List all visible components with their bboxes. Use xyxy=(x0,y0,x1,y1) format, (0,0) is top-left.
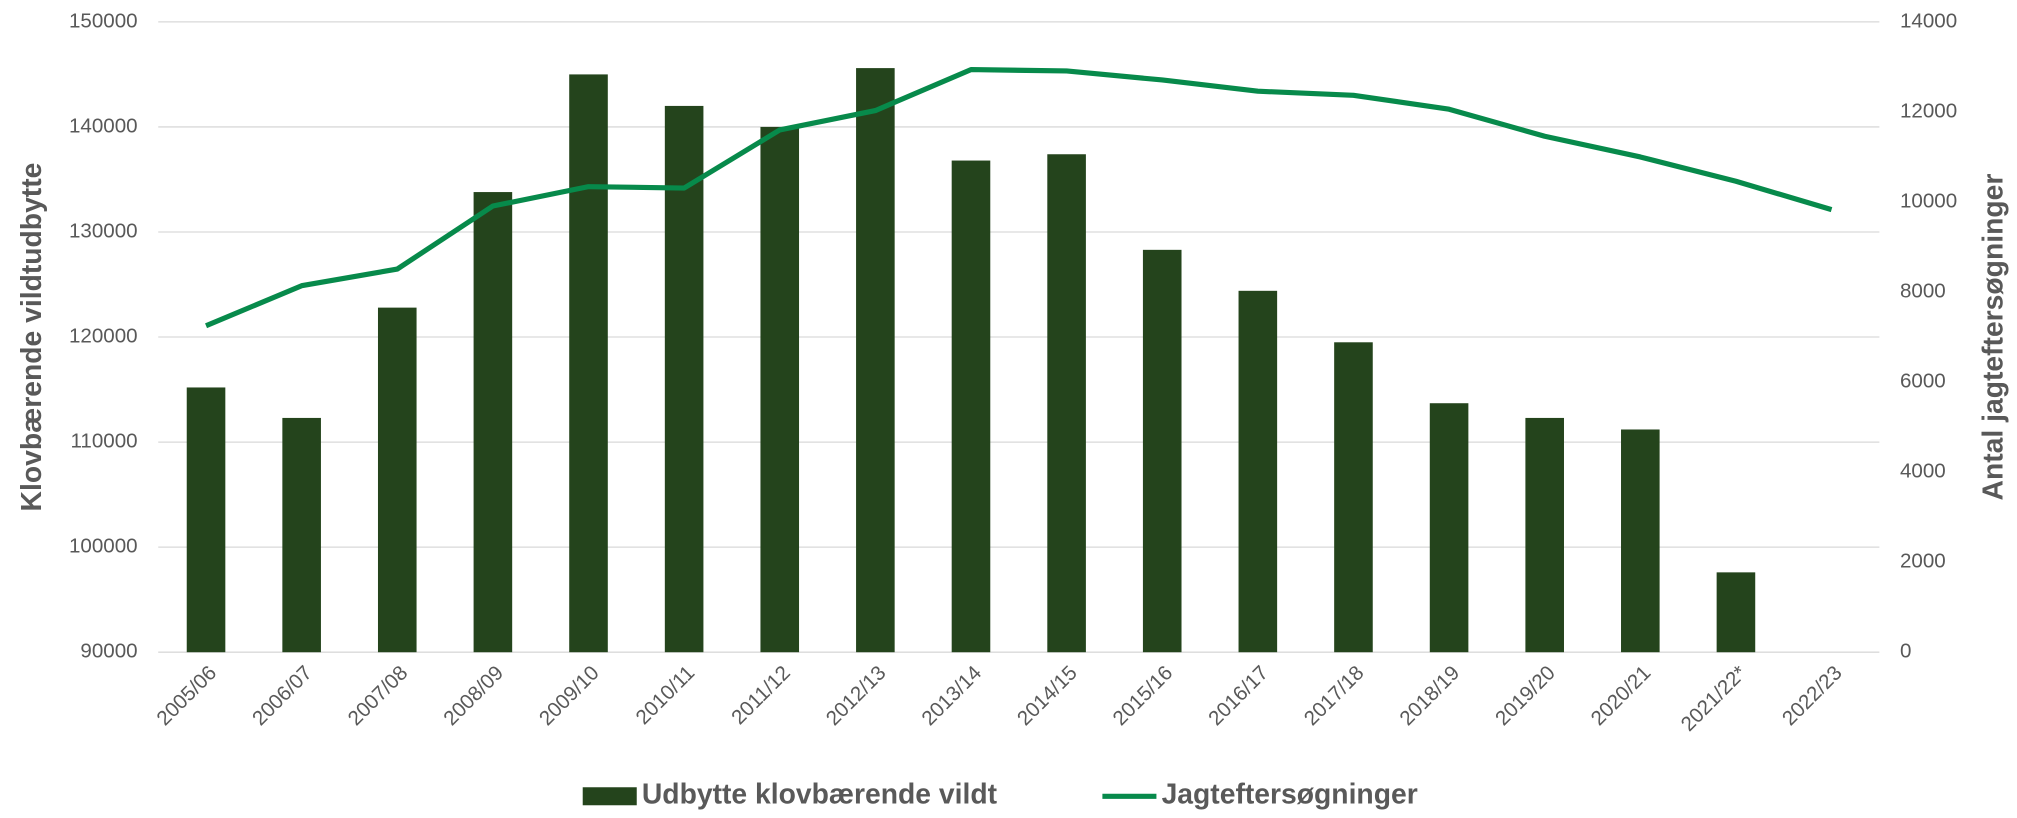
y-tick-label: 120000 xyxy=(69,324,138,347)
x-tick-label: 2019/20 xyxy=(1491,661,1560,730)
x-tick-label: 2012/13 xyxy=(822,661,891,730)
x-tick-label: 2011/12 xyxy=(727,661,795,729)
y-tick-label: 90000 xyxy=(80,640,137,663)
y2-tick-label: 12000 xyxy=(1900,99,1957,122)
y2-tick-label: 8000 xyxy=(1900,279,1946,302)
bar xyxy=(282,417,321,653)
y2-axis-title: Antal jagteftersøgninger xyxy=(1977,174,2009,501)
y-tick-label: 130000 xyxy=(69,219,138,242)
bar xyxy=(473,192,513,653)
x-tick-label: 2020/21 xyxy=(1587,661,1656,730)
y2-tick-label: 2000 xyxy=(1900,550,1946,573)
y-tick-label: 110000 xyxy=(70,430,137,453)
bar xyxy=(1238,290,1278,653)
x-tick-label: 2018/19 xyxy=(1395,661,1464,730)
y2-tick-label: 4000 xyxy=(1900,460,1946,483)
y2-tick-label: 6000 xyxy=(1900,369,1946,392)
x-tick-label: 2009/10 xyxy=(535,661,604,730)
y-tick-label: 100000 xyxy=(69,535,138,558)
bar xyxy=(1621,429,1660,653)
legend-swatch xyxy=(582,787,637,806)
y2-tick-label: 14000 xyxy=(1900,9,1957,32)
line xyxy=(205,67,1833,329)
x-tick-label: 2008/09 xyxy=(439,661,508,730)
bar xyxy=(951,160,991,653)
y-axis-title: Klovbærende vildtudbytte xyxy=(15,163,47,512)
x-tick-label: 2007/08 xyxy=(344,661,413,730)
bar xyxy=(1429,403,1469,653)
y2-tick-label: 0 xyxy=(1900,640,1911,663)
x-tick-label: 2015/16 xyxy=(1108,661,1177,730)
y-tick-label: 150000 xyxy=(69,9,138,32)
bar xyxy=(1047,154,1086,653)
bar xyxy=(377,307,417,653)
x-tick-label: 2005/06 xyxy=(152,661,221,730)
bar xyxy=(1334,342,1373,653)
legend-label: Udbytte klovbærende vildt xyxy=(642,778,998,810)
x-tick-label: 2022/23 xyxy=(1778,661,1847,730)
x-tick-label: 2016/17 xyxy=(1204,661,1273,730)
x-tick-label: 2017/18 xyxy=(1300,661,1369,730)
x-tick-label: 2014/15 xyxy=(1013,661,1082,730)
legend-label: Jagteftersøgninger xyxy=(1162,778,1418,810)
bar xyxy=(1716,572,1756,653)
x-tick-label: 2021/22* xyxy=(1676,661,1751,736)
bar xyxy=(569,74,608,653)
y2-tick-label: 10000 xyxy=(1900,189,1957,212)
x-tick-label: 2010/11 xyxy=(631,661,699,729)
x-tick-label: 2006/07 xyxy=(248,661,317,730)
x-tick-label: 2013/14 xyxy=(917,661,986,730)
bar xyxy=(1142,249,1182,653)
y-tick-label: 140000 xyxy=(69,114,138,137)
bar xyxy=(186,387,226,653)
bar xyxy=(664,105,704,653)
bar xyxy=(760,126,800,653)
bar xyxy=(1525,417,1564,653)
bar xyxy=(856,68,895,653)
